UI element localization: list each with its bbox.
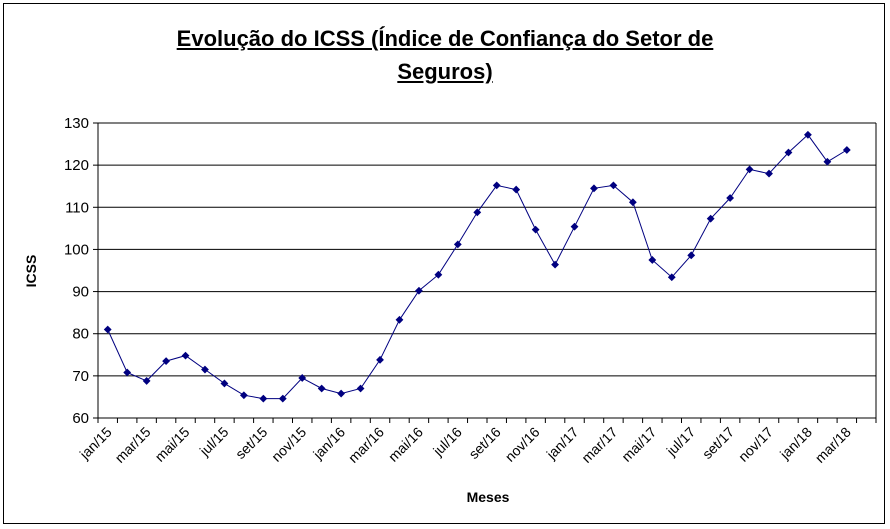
data-point	[784, 148, 793, 157]
data-point	[706, 214, 715, 223]
data-point	[142, 377, 151, 385]
data-point	[804, 130, 812, 139]
x-tick-label: set/17	[699, 424, 737, 462]
data-point	[473, 208, 482, 217]
x-tick-label: mar/16	[345, 424, 387, 466]
x-tick-label: mar/17	[578, 424, 620, 466]
data-point	[181, 351, 190, 360]
data-point	[259, 394, 268, 403]
data-point	[415, 286, 423, 295]
data-point	[298, 374, 307, 382]
data-point	[239, 391, 248, 400]
y-tick-label: 110	[65, 199, 89, 216]
x-tick-label: nov/17	[735, 424, 776, 465]
data-point	[434, 270, 443, 279]
data-point	[453, 240, 462, 249]
x-axis-label: Meses	[467, 489, 510, 505]
data-point	[103, 325, 112, 334]
data-point	[201, 365, 209, 374]
data-point	[317, 384, 326, 393]
data-point	[745, 165, 754, 174]
x-tick-label: nov/16	[502, 424, 543, 465]
series-layer	[103, 130, 851, 403]
y-axis-label: ICSS	[23, 255, 39, 288]
x-tick-label: mai/17	[618, 424, 659, 465]
y-tick-label: 90	[72, 284, 89, 301]
data-point	[765, 169, 773, 178]
y-tick-label: 120	[64, 157, 89, 174]
y-tick-label: 130	[64, 115, 89, 132]
data-point	[492, 181, 501, 190]
y-tick-labels: 60 70 80 90 100 110 120 130	[64, 115, 89, 427]
series-line	[107, 134, 848, 400]
data-point	[512, 185, 521, 194]
x-tick-label: set/15	[232, 424, 270, 462]
grid-layer	[98, 122, 876, 419]
y-tick-label: 70	[72, 368, 89, 385]
chart-frame	[3, 3, 885, 524]
x-tick-label: jul/17	[663, 424, 699, 460]
x-tick-label: mar/18	[812, 424, 854, 466]
data-point	[687, 251, 696, 260]
data-point	[356, 384, 365, 393]
axis-layer	[93, 122, 877, 423]
y-tick-label: 80	[72, 326, 89, 343]
x-tick-label: jan/17	[543, 424, 582, 463]
x-tick-label: mai/16	[385, 424, 426, 465]
x-tick-label: jan/16	[309, 424, 348, 463]
x-tick-label: jul/16	[429, 424, 465, 460]
x-tick-label: set/16	[465, 424, 503, 462]
chart-title: Evolução do ICSS (Índice de Confiança do…	[0, 22, 890, 88]
data-point	[123, 368, 132, 377]
x-tick-label: nov/15	[268, 424, 309, 465]
y-tick-label: 60	[72, 410, 89, 427]
data-point	[531, 225, 540, 234]
data-point	[628, 198, 637, 207]
y-tick-label: 100	[64, 241, 89, 258]
data-point	[376, 355, 384, 364]
data-point	[823, 157, 832, 166]
x-tick-label: jan/18	[776, 424, 815, 463]
chart-title-line-1: Evolução do ICSS (Índice de Confiança do…	[176, 26, 714, 51]
x-tick-label: mar/15	[112, 424, 154, 466]
data-point	[648, 256, 657, 264]
x-tick-label: jul/15	[196, 424, 232, 460]
data-point	[590, 184, 598, 193]
data-point	[609, 181, 618, 190]
data-point	[726, 194, 735, 202]
x-tick-label: mai/15	[152, 424, 193, 465]
data-point	[162, 357, 170, 366]
data-point	[278, 394, 287, 403]
data-point	[667, 273, 676, 282]
data-point	[570, 222, 579, 231]
data-point	[842, 146, 851, 154]
data-point	[395, 315, 404, 324]
data-point	[220, 379, 229, 388]
data-point	[551, 260, 559, 269]
data-point	[337, 389, 346, 398]
chart-title-line-2: Seguros)	[397, 59, 493, 84]
x-tick-label: jan/15	[76, 424, 115, 463]
